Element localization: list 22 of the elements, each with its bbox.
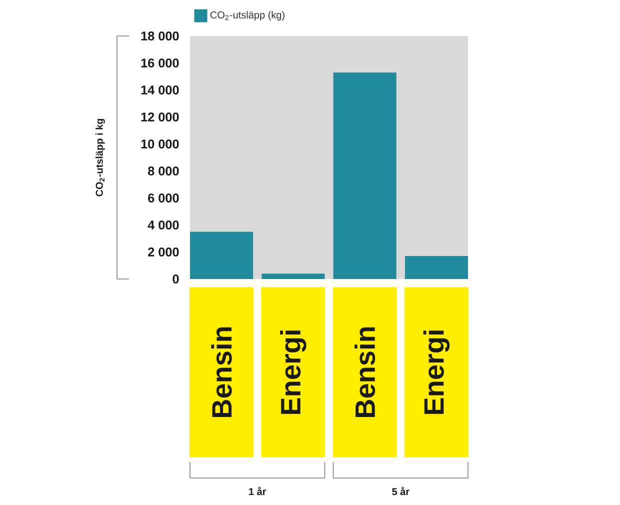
y-tick-label: 6 000	[148, 194, 179, 202]
y-axis-title: CO$_{2}$-utsläpp i kg	[96, 118, 105, 196]
y-tick-label: 4 000	[148, 220, 179, 230]
y-tick-label: 18 000	[141, 32, 179, 40]
text: 1 år	[249, 486, 266, 496]
x-tick-label: Bensin	[354, 327, 376, 418]
bar	[333, 72, 396, 279]
y-tick-label: 14 000	[141, 86, 179, 94]
y-tick-label: 2 000	[148, 248, 179, 256]
x-tick-label: Energi	[280, 330, 306, 414]
y-tick-label: 16 000	[141, 58, 179, 68]
bar	[190, 232, 254, 279]
x-tick-label: Bensin	[211, 327, 232, 418]
y-tick-label: 0	[172, 274, 179, 284]
y-tick-label: 8 000	[148, 166, 179, 176]
legend-label: CO$_{2}$-utsläpp (kg)	[210, 11, 284, 20]
bar	[262, 274, 325, 279]
bar	[404, 256, 468, 279]
y-tick-label: 10 000	[141, 140, 179, 148]
text: 5 år	[392, 486, 410, 496]
x-tick-label: Energi	[423, 330, 450, 414]
y-tick-label: 12 000	[141, 112, 179, 122]
